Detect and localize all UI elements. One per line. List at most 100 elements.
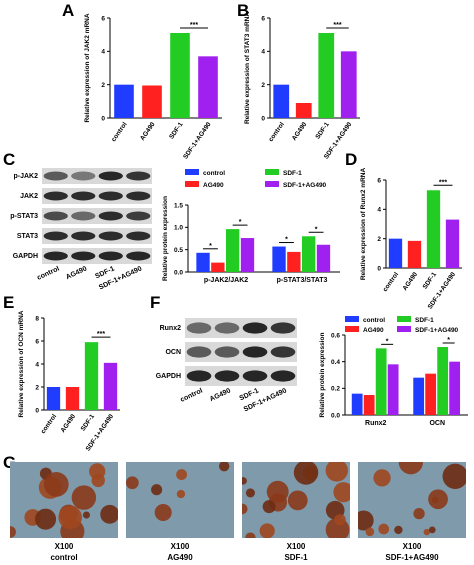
- y-axis-label: Relative expression of STAT3 mRNA: [244, 12, 251, 124]
- bar: [170, 33, 190, 118]
- y-tick-label: 0: [35, 407, 39, 414]
- x-tick-label: AG490: [60, 413, 78, 434]
- nodule: [176, 489, 186, 499]
- significance-label: *: [209, 243, 212, 250]
- blot-band: [98, 191, 123, 201]
- significance-label: *: [285, 237, 288, 244]
- blot-band: [242, 346, 268, 358]
- nodule: [245, 532, 256, 538]
- nodule: [334, 514, 346, 526]
- legend-label: SDF-1+AG490: [415, 327, 459, 334]
- nodule: [242, 503, 248, 515]
- nodule: [325, 462, 348, 482]
- blot-band: [242, 322, 268, 334]
- blot-strip: [185, 342, 297, 362]
- bar: [387, 364, 399, 415]
- nodule: [394, 525, 403, 535]
- blot-strip: [42, 188, 152, 204]
- y-tick-label: 0: [261, 115, 265, 122]
- bar: [425, 373, 437, 415]
- nodule: [333, 482, 350, 503]
- y-tick-label: 2: [377, 236, 381, 243]
- bar: [302, 236, 316, 272]
- nodule: [373, 469, 391, 487]
- bar: [413, 377, 425, 415]
- y-tick-label: 8: [35, 315, 39, 322]
- legend-swatch: [397, 316, 411, 322]
- bar: [295, 103, 312, 118]
- blot-band: [186, 322, 212, 334]
- blot-band: [126, 211, 151, 221]
- nodule: [218, 462, 230, 472]
- legend-label: SDF-1+AG490: [283, 182, 327, 189]
- nodule: [413, 507, 425, 520]
- nodule: [378, 523, 390, 535]
- nodule: [423, 528, 430, 536]
- bar: [407, 240, 422, 268]
- nodule: [89, 463, 106, 480]
- blot-band: [98, 171, 123, 181]
- x-tick-label: AG490: [139, 121, 157, 142]
- bar: [240, 238, 255, 272]
- bar: [318, 33, 335, 118]
- blot-band: [43, 191, 68, 201]
- y-tick-label: 0: [101, 115, 105, 122]
- y-tick-label: 2: [101, 82, 105, 89]
- legend-label: AG490: [363, 327, 384, 334]
- bar: [198, 56, 218, 118]
- x-tick-label: control: [382, 271, 400, 293]
- bar: [287, 251, 301, 272]
- bar: [272, 246, 286, 272]
- x-tick-label: SDF-1: [168, 121, 185, 141]
- nodule: [71, 485, 97, 510]
- significance-label: ***: [333, 22, 341, 29]
- x-tick-label: SDF-1: [314, 121, 331, 141]
- y-tick-label: 6: [261, 15, 265, 22]
- nodule: [365, 527, 375, 537]
- blot-band: [71, 191, 96, 201]
- y-tick-label: 0.4: [331, 359, 340, 366]
- blot-band: [270, 346, 296, 358]
- y-axis-label: Relative protein expression: [162, 196, 169, 281]
- nodule: [442, 463, 466, 489]
- image-label: control: [50, 553, 77, 562]
- blot-band: [126, 251, 151, 261]
- y-tick-label: 2: [261, 82, 265, 89]
- y-tick-label: 2: [35, 384, 39, 391]
- nodule: [43, 472, 69, 497]
- legend-swatch: [265, 181, 279, 187]
- blot-row-label: OCN: [165, 349, 181, 356]
- blot-band: [71, 211, 96, 221]
- lane-label: control: [36, 265, 61, 281]
- legend-label: control: [363, 317, 385, 324]
- blot-band: [126, 191, 151, 201]
- nodule: [242, 477, 247, 485]
- nodule: [35, 508, 57, 530]
- y-tick-label: 0.0: [174, 269, 183, 276]
- panel-letter: A: [62, 1, 74, 20]
- y-axis-label: Relative expression of Runx2 mRNA: [360, 168, 367, 281]
- nodule: [431, 496, 439, 504]
- y-tick-label: 0.6: [331, 332, 340, 339]
- blot-band: [43, 171, 68, 181]
- blot-band: [214, 370, 240, 382]
- blot-row-label: GAPDH: [13, 253, 38, 260]
- significance-label: ***: [439, 179, 447, 186]
- lane-label: AG490: [65, 265, 88, 281]
- legend-label: AG490: [203, 182, 224, 189]
- blot-row-label: STAT3: [17, 233, 38, 240]
- blot-band: [71, 231, 96, 241]
- bar: [445, 219, 460, 268]
- x-tick-label: AG490: [402, 271, 420, 292]
- blot-band: [270, 322, 296, 334]
- legend-swatch: [345, 316, 359, 322]
- bar: [211, 262, 225, 272]
- x-tick-label: AG490: [291, 121, 309, 142]
- blot-row-label: JAK2: [20, 193, 38, 200]
- blot-strip: [42, 168, 152, 184]
- micrograph-nodules: [242, 462, 350, 538]
- bar: [103, 362, 118, 410]
- legend-swatch: [397, 326, 411, 332]
- bar: [114, 84, 134, 118]
